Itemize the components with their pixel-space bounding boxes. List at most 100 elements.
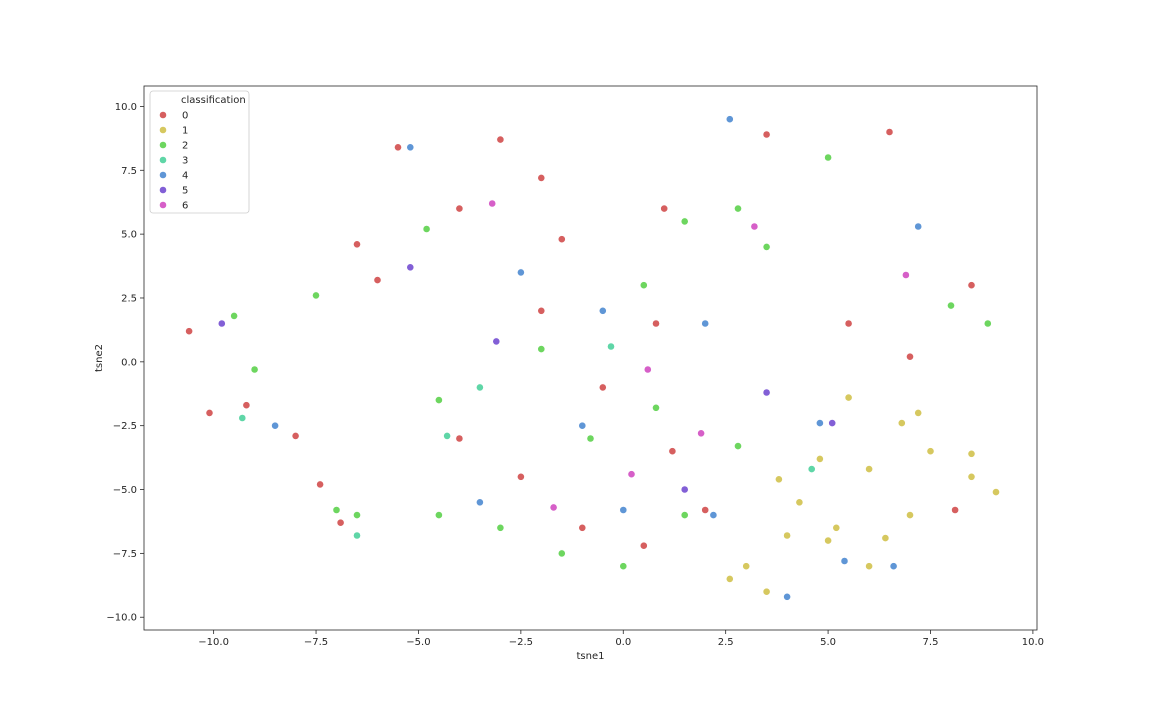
point-class-2-20 <box>734 442 742 450</box>
point-class-1-11 <box>844 393 853 402</box>
y-tick-label: −10.0 <box>106 613 137 624</box>
point-class-2-22 <box>652 403 660 412</box>
legend-label-0: 0 <box>182 111 188 122</box>
point-class-3-3 <box>607 342 615 351</box>
legend-label-1: 1 <box>182 126 188 137</box>
point-class-2-16 <box>983 319 992 328</box>
point-class-4-8 <box>840 557 849 565</box>
point-class-1-19 <box>881 534 890 542</box>
point-class-5-2 <box>492 337 501 346</box>
point-class-2-4 <box>434 396 443 404</box>
x-tick-label: 0.0 <box>615 637 631 648</box>
point-class-0-23 <box>844 319 853 328</box>
point-class-4-1 <box>406 143 415 152</box>
point-class-1-6 <box>906 511 914 519</box>
point-class-2-12 <box>422 225 431 233</box>
point-class-6-5 <box>902 271 910 279</box>
point-class-3-0 <box>353 531 361 540</box>
point-class-2-5 <box>496 523 505 532</box>
point-class-2-21 <box>586 434 595 443</box>
point-class-4-0 <box>271 421 279 430</box>
point-class-1-10 <box>897 419 906 427</box>
point-class-0-24 <box>701 506 710 514</box>
point-class-0-28 <box>598 383 607 392</box>
point-class-5-4 <box>762 388 771 397</box>
point-class-2-8 <box>680 511 689 519</box>
point-class-0-10 <box>455 204 464 213</box>
point-class-6-0 <box>627 470 636 479</box>
point-class-0-15 <box>639 541 648 550</box>
point-class-0-1 <box>205 408 214 417</box>
legend-entries: 0 1 2 3 4 5 6 <box>159 111 188 212</box>
point-class-4-14 <box>475 498 484 507</box>
legend-marker-6 <box>159 201 167 209</box>
point-class-0-22 <box>906 352 914 361</box>
point-class-1-0 <box>742 562 751 571</box>
point-class-0-0 <box>185 327 193 336</box>
point-class-1-4 <box>865 562 873 571</box>
point-class-0-14 <box>578 523 587 532</box>
point-class-2-7 <box>619 562 628 571</box>
point-class-2-18 <box>824 153 832 162</box>
point-class-0-8 <box>496 135 505 144</box>
x-tick-label: 10.0 <box>1022 637 1044 648</box>
point-class-1-3 <box>832 523 841 532</box>
point-class-3-5 <box>238 414 247 422</box>
legend-marker-2 <box>159 141 167 149</box>
point-class-1-17 <box>914 408 923 417</box>
legend-marker-0 <box>159 111 167 119</box>
y-tick-label: −2.5 <box>113 421 137 432</box>
legend-label-5: 5 <box>182 186 188 197</box>
point-class-0-16 <box>455 434 464 443</box>
point-class-0-11 <box>373 276 382 284</box>
point-class-2-11 <box>680 217 689 226</box>
point-class-4-7 <box>783 592 791 601</box>
y-tick-label: 7.5 <box>121 166 137 177</box>
legend-marker-1 <box>159 126 167 134</box>
x-tick-label: 2.5 <box>718 637 734 648</box>
point-class-6-3 <box>697 429 705 438</box>
x-axis-label: tsne1 <box>577 651 605 662</box>
point-class-3-2 <box>475 383 484 392</box>
point-class-4-5 <box>701 319 710 328</box>
point-class-3-1 <box>443 431 451 440</box>
point-class-1-9 <box>992 488 1000 496</box>
point-class-0-7 <box>394 143 402 152</box>
point-class-1-15 <box>967 449 976 458</box>
legend: classification 0 1 2 3 4 5 6 <box>149 90 250 214</box>
x-tick-label: −7.5 <box>304 637 328 648</box>
point-class-0-25 <box>951 506 959 514</box>
point-class-0-2 <box>242 401 251 410</box>
point-class-1-16 <box>824 536 832 545</box>
point-class-2-17 <box>947 301 955 310</box>
point-class-0-4 <box>316 480 324 489</box>
point-class-1-14 <box>865 465 873 473</box>
point-class-1-18 <box>795 498 804 507</box>
point-class-0-3 <box>291 431 300 440</box>
x-tick-label: −5.0 <box>406 637 430 648</box>
point-class-4-4 <box>619 506 628 514</box>
point-class-0-18 <box>537 306 546 315</box>
point-class-4-3 <box>578 421 587 430</box>
y-tick-label: 2.5 <box>121 293 137 304</box>
y-tick-label: 10.0 <box>115 102 137 113</box>
point-class-2-13 <box>312 291 320 300</box>
point-class-2-3 <box>353 511 361 519</box>
point-class-4-6 <box>709 511 718 519</box>
point-class-0-9 <box>537 173 546 182</box>
point-class-0-6 <box>353 240 361 249</box>
points-layer <box>185 115 1000 601</box>
point-class-1-7 <box>926 447 935 456</box>
point-class-1-5 <box>816 454 824 463</box>
point-class-6-2 <box>643 365 652 374</box>
y-tick-label: 5.0 <box>121 230 137 241</box>
legend-label-4: 4 <box>182 171 188 182</box>
point-class-4-10 <box>914 222 923 231</box>
point-class-0-19 <box>762 130 771 139</box>
point-class-4-11 <box>816 419 824 427</box>
point-class-2-19 <box>434 511 443 519</box>
point-class-0-5 <box>336 518 345 527</box>
point-class-0-20 <box>885 128 894 136</box>
legend-marker-5 <box>159 186 167 194</box>
